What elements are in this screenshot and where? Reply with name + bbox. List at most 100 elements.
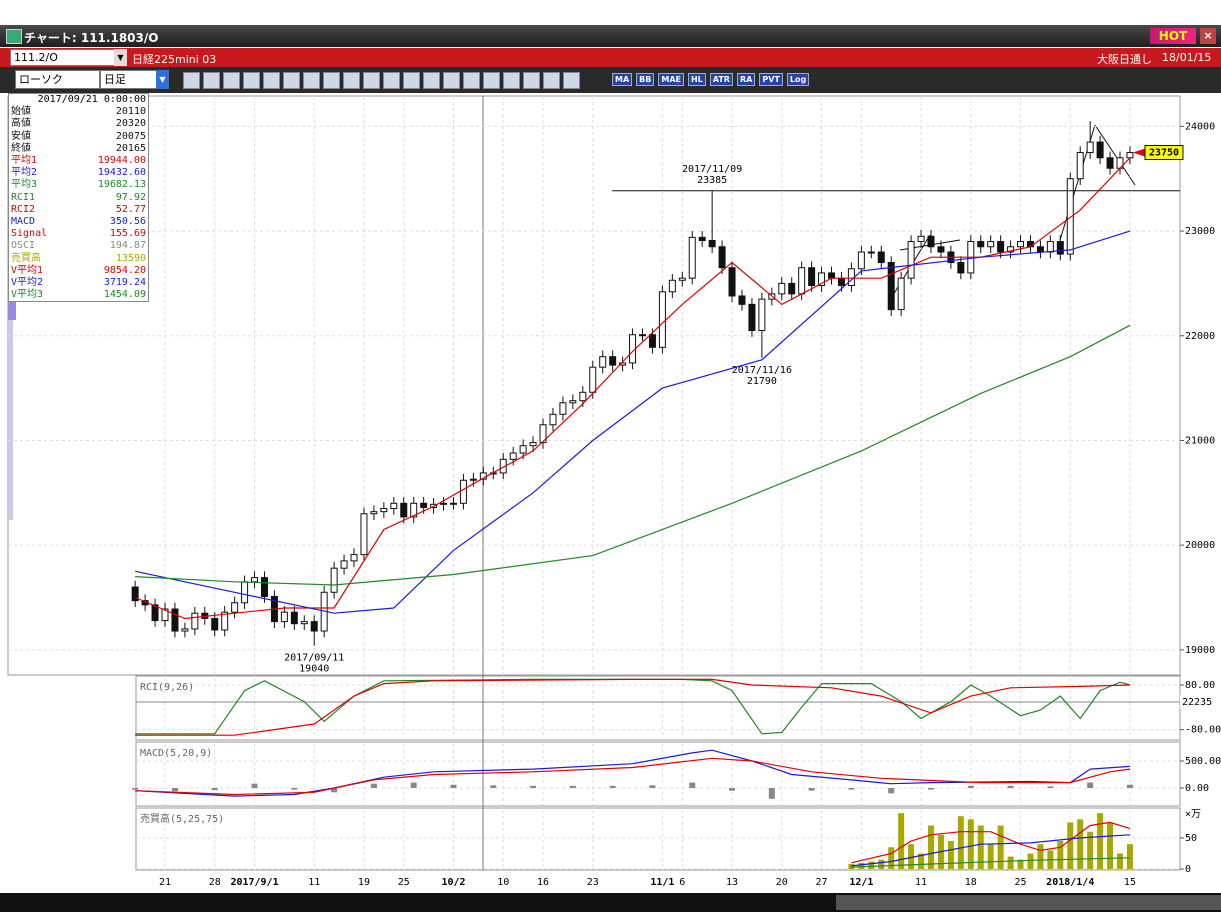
bar [1037,844,1044,869]
tool-icon[interactable] [223,72,240,89]
period-select[interactable]: 日足 [100,70,157,89]
candle-body [758,298,766,332]
candle-body [957,261,965,274]
indicator-button[interactable]: ATR [709,73,733,86]
x-tick-label: 27 [816,877,828,888]
tool-icon[interactable] [523,72,540,89]
candle-body [340,560,348,569]
bar [689,782,696,788]
tool-icon[interactable] [383,72,400,89]
tool-icon[interactable] [443,72,460,89]
chart: 21 28 2017/9/1 11 19 25 10/2 10 16 23 11/1 6 13 20 27 1… [0,93,1221,912]
x-tick-label: 18 [965,877,977,888]
info-label: 終値 [11,142,31,154]
bar [868,861,875,869]
candle-body [390,502,398,510]
info-value: 19682.13 [97,179,146,191]
bar [927,787,934,790]
x-tick-label: 11/1 [650,877,674,888]
indicator-button[interactable]: RA [736,73,756,86]
tool-icon[interactable] [343,72,360,89]
panel-title: MACD(5,20,9) [140,748,212,759]
indicator-button[interactable]: MAE [658,73,684,86]
info-row: 売買高 13590 [9,253,148,265]
bar [977,825,984,869]
candle-body [280,611,288,623]
bar [1057,841,1064,869]
tool-icon[interactable] [283,72,300,89]
info-row: MACD 350.56 [9,216,148,228]
bar [1047,786,1054,788]
x-tick-label: 25 [398,877,410,888]
indicator-button[interactable]: PVT [759,73,783,86]
candle-body [559,402,567,415]
bar [1007,785,1014,788]
tool-icon[interactable] [203,72,220,89]
bar [1117,853,1124,869]
candle-body [847,268,855,287]
indicator-buttons: MA BB MAE HL ATR RA PVT Log [612,72,813,86]
indicator-button[interactable]: Log [786,73,810,86]
tool-icon[interactable] [243,72,260,89]
candle-body [330,567,338,593]
y-tick-label: -80.00 [1185,725,1221,736]
tool-icon[interactable] [403,72,420,89]
candle-body [241,581,249,604]
tool-icon[interactable] [543,72,560,89]
tool-icon[interactable] [323,72,340,89]
info-value: 155.69 [109,228,146,240]
candle-body [221,611,229,631]
bar [957,816,964,869]
candle-body [937,246,945,253]
info-row: V平均3 1454.09 [9,289,148,301]
candle-body [1096,141,1104,159]
candle-body [1046,241,1054,253]
bar [331,787,338,793]
x-tick-label: 13 [726,877,738,888]
chart-kind-select[interactable]: ローソク [15,70,100,89]
tool-icon[interactable] [183,72,200,89]
bar [171,787,178,792]
x-tick-label: 11 [308,877,320,888]
tool-icon[interactable] [503,72,520,89]
candle-body [877,251,885,263]
dropdown-arrow[interactable]: ▼ [156,70,169,89]
symbol-select[interactable]: 111.2/O [10,49,119,66]
indicator-button[interactable]: MA [612,73,633,86]
tool-icon[interactable] [263,72,280,89]
candle-body [161,608,169,622]
left-strip [8,300,16,320]
info-row: V平均1 9854.20 [9,265,148,277]
indicator-button[interactable]: HL [687,73,706,86]
window-title: チャート: 111.1803/O [24,31,159,45]
info-value: 194.87 [109,240,146,252]
candle-body [539,424,547,444]
bar [649,785,656,788]
bar [132,787,139,790]
info-row: 平均1 19944.00 [9,155,148,167]
bar [1087,782,1094,788]
tool-icon[interactable] [303,72,320,89]
candle-body [917,235,925,243]
tool-icon[interactable] [563,72,580,89]
hot-button[interactable]: HOT [1150,28,1196,44]
y-tick-label: 500.00 [1185,756,1221,767]
tool-icon[interactable] [483,72,500,89]
line [851,834,1131,867]
dropdown-arrow[interactable]: ▼ [114,49,127,66]
candle-body [131,586,139,602]
candle-body [310,621,318,632]
x-tick-label: 10 [497,877,509,888]
tool-icon[interactable] [463,72,480,89]
info-label: 平均2 [11,167,38,179]
tool-icon[interactable] [363,72,380,89]
line [135,324,1131,586]
candle-body [997,241,1005,253]
scroll-thumb[interactable] [836,895,1221,910]
tool-icon[interactable] [423,72,440,89]
close-button[interactable]: × [1200,28,1216,44]
info-value: 13590 [115,252,146,264]
info-value: 19944.00 [97,155,146,167]
indicator-button[interactable]: BB [636,73,655,86]
bar [997,825,1004,869]
